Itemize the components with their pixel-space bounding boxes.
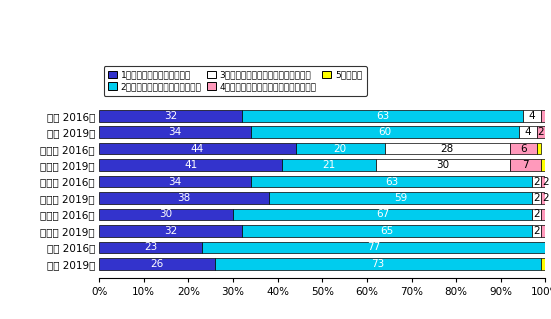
Bar (532, 192, 541, 204)
Text: 63: 63 (385, 177, 398, 187)
Bar (541, 176, 550, 187)
Text: 34: 34 (169, 127, 182, 137)
Bar (215, 258, 541, 270)
Bar (251, 127, 518, 138)
Bar (541, 110, 545, 122)
Text: 4: 4 (529, 111, 536, 121)
Bar (269, 192, 532, 204)
Text: 28: 28 (441, 144, 454, 154)
Bar (99, 143, 295, 154)
Bar (532, 225, 541, 237)
Bar (532, 176, 541, 187)
Text: 6: 6 (520, 144, 527, 154)
Text: 20: 20 (333, 144, 347, 154)
Text: 2: 2 (542, 193, 549, 203)
Bar (242, 110, 523, 122)
Legend: 1．粒剤（播種時同時処理）, 2．粒剤（播種時同時処理以外）, 3．題粒・フロアブル剤（灌注処理）, 4．題粒水和剤（ペースト肥料混合用）, 5．その他: 1．粒剤（播種時同時処理）, 2．粒剤（播種時同時処理以外）, 3．題粒・フロア… (104, 66, 366, 96)
Text: 60: 60 (378, 127, 391, 137)
Text: 2: 2 (542, 177, 549, 187)
Bar (541, 160, 545, 171)
Bar (99, 192, 269, 204)
Bar (242, 225, 532, 237)
Text: 2: 2 (538, 127, 544, 137)
Bar (99, 176, 251, 187)
Bar (99, 225, 242, 237)
Bar (385, 143, 510, 154)
Text: 2: 2 (533, 193, 540, 203)
Bar (541, 192, 550, 204)
Bar (532, 209, 541, 220)
Bar (541, 209, 545, 220)
Text: 4: 4 (525, 127, 531, 137)
Text: 26: 26 (150, 259, 164, 269)
Text: 59: 59 (394, 193, 407, 203)
Bar (99, 241, 202, 253)
Text: 2: 2 (533, 210, 540, 219)
Bar (518, 127, 537, 138)
Bar (523, 110, 541, 122)
Text: 2: 2 (533, 226, 540, 236)
Text: 2: 2 (533, 177, 540, 187)
Text: 34: 34 (169, 177, 182, 187)
Bar (202, 241, 545, 253)
Bar (99, 258, 215, 270)
Bar (295, 143, 385, 154)
Text: 32: 32 (164, 226, 177, 236)
Text: 73: 73 (371, 259, 385, 269)
Text: 41: 41 (184, 160, 197, 170)
Text: 21: 21 (322, 160, 336, 170)
Text: 65: 65 (380, 226, 393, 236)
Text: 32: 32 (164, 111, 177, 121)
Text: 7: 7 (522, 160, 529, 170)
Text: 23: 23 (144, 242, 157, 252)
Bar (99, 209, 233, 220)
Bar (541, 258, 545, 270)
Text: 30: 30 (436, 160, 450, 170)
Text: 38: 38 (177, 193, 191, 203)
Text: 67: 67 (376, 210, 389, 219)
Text: 44: 44 (191, 144, 204, 154)
Bar (376, 160, 510, 171)
Text: 63: 63 (376, 111, 389, 121)
Bar (99, 127, 251, 138)
Bar (99, 110, 242, 122)
Bar (510, 143, 537, 154)
Bar (541, 225, 545, 237)
Text: 77: 77 (367, 242, 380, 252)
Bar (233, 209, 532, 220)
Bar (537, 143, 541, 154)
Bar (251, 176, 532, 187)
Bar (537, 127, 545, 138)
Bar (510, 160, 541, 171)
Text: 30: 30 (160, 210, 172, 219)
Bar (99, 160, 282, 171)
Bar (282, 160, 376, 171)
